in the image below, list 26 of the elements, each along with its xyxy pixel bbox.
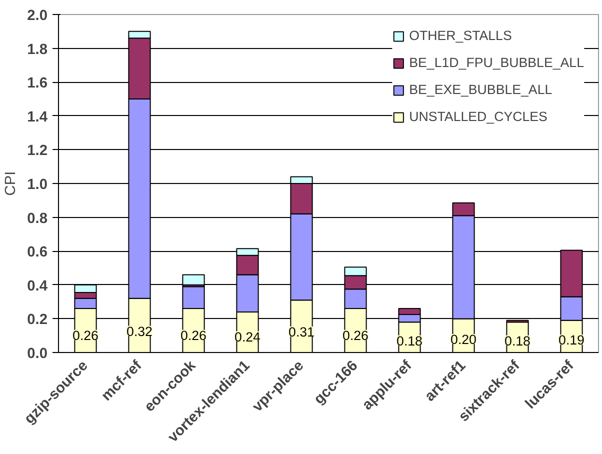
legend-label: BE_EXE_BUBBLE_ALL [409, 82, 552, 97]
data-label: 0.20 [450, 332, 476, 347]
y-axis-title: CPI [3, 171, 20, 196]
data-label: 0.32 [126, 324, 152, 339]
legend-label: UNSTALLED_CYCLES [409, 109, 548, 124]
data-label: 0.18 [396, 333, 422, 348]
y-tick-label: 0.0 [27, 346, 48, 362]
legend-label: OTHER_STALLS [409, 28, 512, 43]
y-tick-label: 1.0 [27, 177, 48, 193]
y-tick-label: 0.4 [27, 278, 48, 294]
y-tick-label: 0.2 [27, 312, 48, 328]
data-label: 0.24 [234, 329, 262, 344]
data-label: 0.26 [342, 328, 368, 343]
y-tick-label: 1.8 [27, 42, 48, 58]
data-label: 0.18 [504, 333, 530, 348]
y-tick-label: 0.6 [27, 244, 48, 261]
y-tick-label: 1.2 [27, 143, 48, 160]
data-label: 0.19 [558, 332, 584, 348]
data-label: 0.26 [72, 328, 98, 343]
y-tick-label: 2.0 [27, 8, 48, 24]
y-tick-label: 0.8 [27, 210, 48, 227]
data-label: 0.26 [180, 328, 206, 343]
data-label: 0.31 [288, 324, 314, 340]
y-tick-label: 1.6 [27, 76, 48, 92]
legend-label: BE_L1D_FPU_BUBBLE_ALL [409, 55, 584, 70]
y-tick-label: 1.4 [27, 109, 48, 126]
